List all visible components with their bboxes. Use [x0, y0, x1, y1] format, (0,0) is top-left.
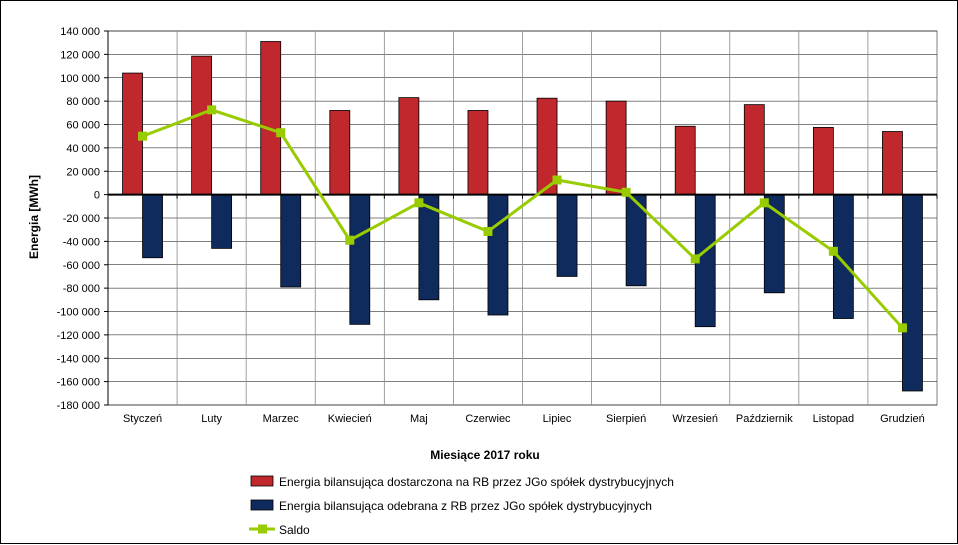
bar-dostarczona — [674, 125, 696, 196]
bar-dostarczona — [329, 110, 351, 196]
y-tick-label: 60 000 — [66, 120, 100, 132]
saldo-point — [414, 198, 424, 208]
x-tick-labels: Styczeń Luty Marzec Kwiecień Maj Czerwiec Lipi… — [123, 413, 925, 425]
bar-odebrana — [211, 194, 233, 249]
y-axis-title: Energia [MWh] — [27, 175, 41, 259]
legend-swatch-odebrana — [250, 499, 274, 511]
saldo-point — [276, 128, 286, 138]
y-tick-label: -180 000 — [57, 400, 100, 412]
y-tick-label: -160 000 — [57, 377, 100, 389]
y-tick-labels: 140 000 120 000 100 000 80 000 60 000 40 000 2… — [57, 26, 100, 412]
saldo-point — [483, 226, 493, 236]
saldo-point — [690, 254, 700, 264]
y-tick-label: -40 000 — [63, 236, 100, 248]
gridlines — [108, 30, 937, 406]
x-tick-label: Grudzień — [880, 413, 925, 425]
bar-odebrana — [349, 194, 371, 325]
legend-label: Saldo — [279, 523, 310, 537]
y-tick-label: 40 000 — [66, 143, 100, 155]
bar-odebrana — [556, 194, 578, 277]
bar-dostarczona — [467, 110, 489, 196]
saldo-line — [142, 108, 904, 329]
bar-dostarczona — [743, 104, 765, 196]
bar-dostarczona — [605, 100, 627, 196]
y-tick-label: -140 000 — [57, 353, 100, 365]
bar-odebrana — [487, 194, 509, 316]
saldo-point — [828, 246, 838, 256]
x-tick-label: Maj — [410, 413, 428, 425]
saldo-point — [897, 323, 907, 333]
saldo-point — [345, 235, 355, 245]
bar-odebrana — [902, 194, 923, 392]
y-tick-label: -120 000 — [57, 330, 100, 342]
y-tick-label: 100 000 — [60, 73, 100, 85]
y-tick-label: -80 000 — [63, 283, 100, 295]
x-tick-label: Wrzesień — [672, 413, 718, 425]
x-tick-label: Listopad — [813, 413, 855, 425]
bar-odebrana — [280, 194, 302, 288]
y-tick-label: 0 — [94, 190, 100, 202]
y-tick-label: -20 000 — [63, 213, 100, 225]
bar-group — [122, 41, 923, 392]
x-tick-label: Luty — [201, 413, 222, 425]
saldo-point — [138, 131, 148, 141]
bar-dostarczona — [191, 55, 213, 196]
y-tick-label: 80 000 — [66, 96, 100, 108]
x-tick-label: Sierpień — [606, 413, 646, 425]
saldo-point — [552, 175, 562, 185]
x-tick-label: Czerwiec — [465, 413, 511, 425]
y-tick-label: 20 000 — [66, 166, 100, 178]
y-tick-label: 120 000 — [60, 49, 100, 61]
saldo-point — [759, 198, 769, 208]
saldo-line-group — [138, 105, 907, 333]
x-axis-title: Miesiące 2017 roku — [430, 448, 539, 462]
y-tick-label: -100 000 — [57, 307, 100, 319]
legend-label: Energia bilansująca odebrana z RB przez … — [279, 499, 652, 513]
y-tick-label: 140 000 — [60, 26, 100, 38]
x-tick-label: Kwiecień — [328, 413, 372, 425]
bar-dostarczona — [398, 97, 420, 196]
legend-label: Energia bilansująca dostarczona na RB pr… — [279, 475, 674, 489]
legend: Energia bilansująca dostarczona na RB pr… — [249, 475, 674, 537]
x-tick-label: Marzec — [263, 413, 300, 425]
saldo-point — [621, 187, 631, 197]
x-tick-label: Lipiec — [543, 413, 572, 425]
bar-odebrana — [142, 194, 163, 259]
bar-dostarczona — [812, 127, 834, 196]
axes — [104, 30, 938, 406]
x-tick-label: Styczeń — [123, 413, 162, 425]
x-tick-label: Październik — [736, 413, 793, 425]
legend-swatch-dostarczona — [250, 475, 274, 487]
saldo-point — [207, 105, 217, 115]
bar-dostarczona — [260, 41, 282, 196]
bar-dostarczona — [882, 131, 903, 196]
legend-swatch-saldo-marker — [258, 524, 267, 534]
y-tick-label: -60 000 — [63, 260, 100, 272]
